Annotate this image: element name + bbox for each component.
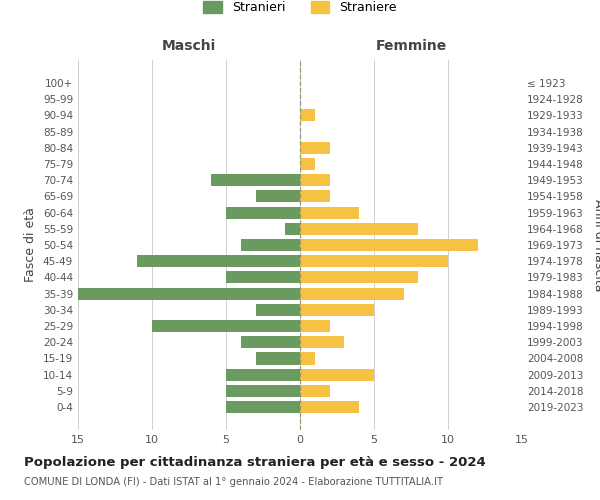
Bar (300, 142, 329, 154)
Bar (300, 352, 315, 364)
Bar (300, 109, 315, 122)
Legend: Stranieri, Straniere: Stranieri, Straniere (198, 0, 402, 19)
Bar (300, 368, 374, 381)
Bar (137, 255, 300, 268)
Bar (226, 368, 300, 381)
Bar (300, 272, 418, 283)
Y-axis label: Fasce di età: Fasce di età (25, 208, 37, 282)
Text: Popolazione per cittadinanza straniera per età e sesso - 2024: Popolazione per cittadinanza straniera p… (24, 456, 486, 469)
Bar (300, 385, 329, 397)
Bar (226, 401, 300, 413)
Y-axis label: Anni di nascita: Anni di nascita (592, 198, 600, 291)
Bar (226, 385, 300, 397)
Bar (256, 352, 300, 364)
Bar (300, 401, 359, 413)
Bar (300, 304, 374, 316)
Bar (256, 190, 300, 202)
Bar (300, 158, 315, 170)
Bar (226, 272, 300, 283)
Bar (211, 174, 300, 186)
Bar (300, 320, 329, 332)
Bar (300, 206, 359, 218)
Bar (300, 336, 344, 348)
Bar (241, 336, 300, 348)
Bar (300, 255, 448, 268)
Bar (285, 222, 300, 235)
Bar (300, 288, 404, 300)
Bar (78, 288, 300, 300)
Text: Maschi: Maschi (162, 38, 216, 52)
Bar (300, 190, 329, 202)
Bar (300, 222, 418, 235)
Bar (241, 239, 300, 251)
Bar (300, 174, 329, 186)
Text: Femmine: Femmine (376, 38, 446, 52)
Bar (152, 320, 300, 332)
Bar (226, 206, 300, 218)
Bar (256, 304, 300, 316)
Bar (300, 239, 478, 251)
Text: COMUNE DI LONDA (FI) - Dati ISTAT al 1° gennaio 2024 - Elaborazione TUTTITALIA.I: COMUNE DI LONDA (FI) - Dati ISTAT al 1° … (24, 477, 443, 487)
